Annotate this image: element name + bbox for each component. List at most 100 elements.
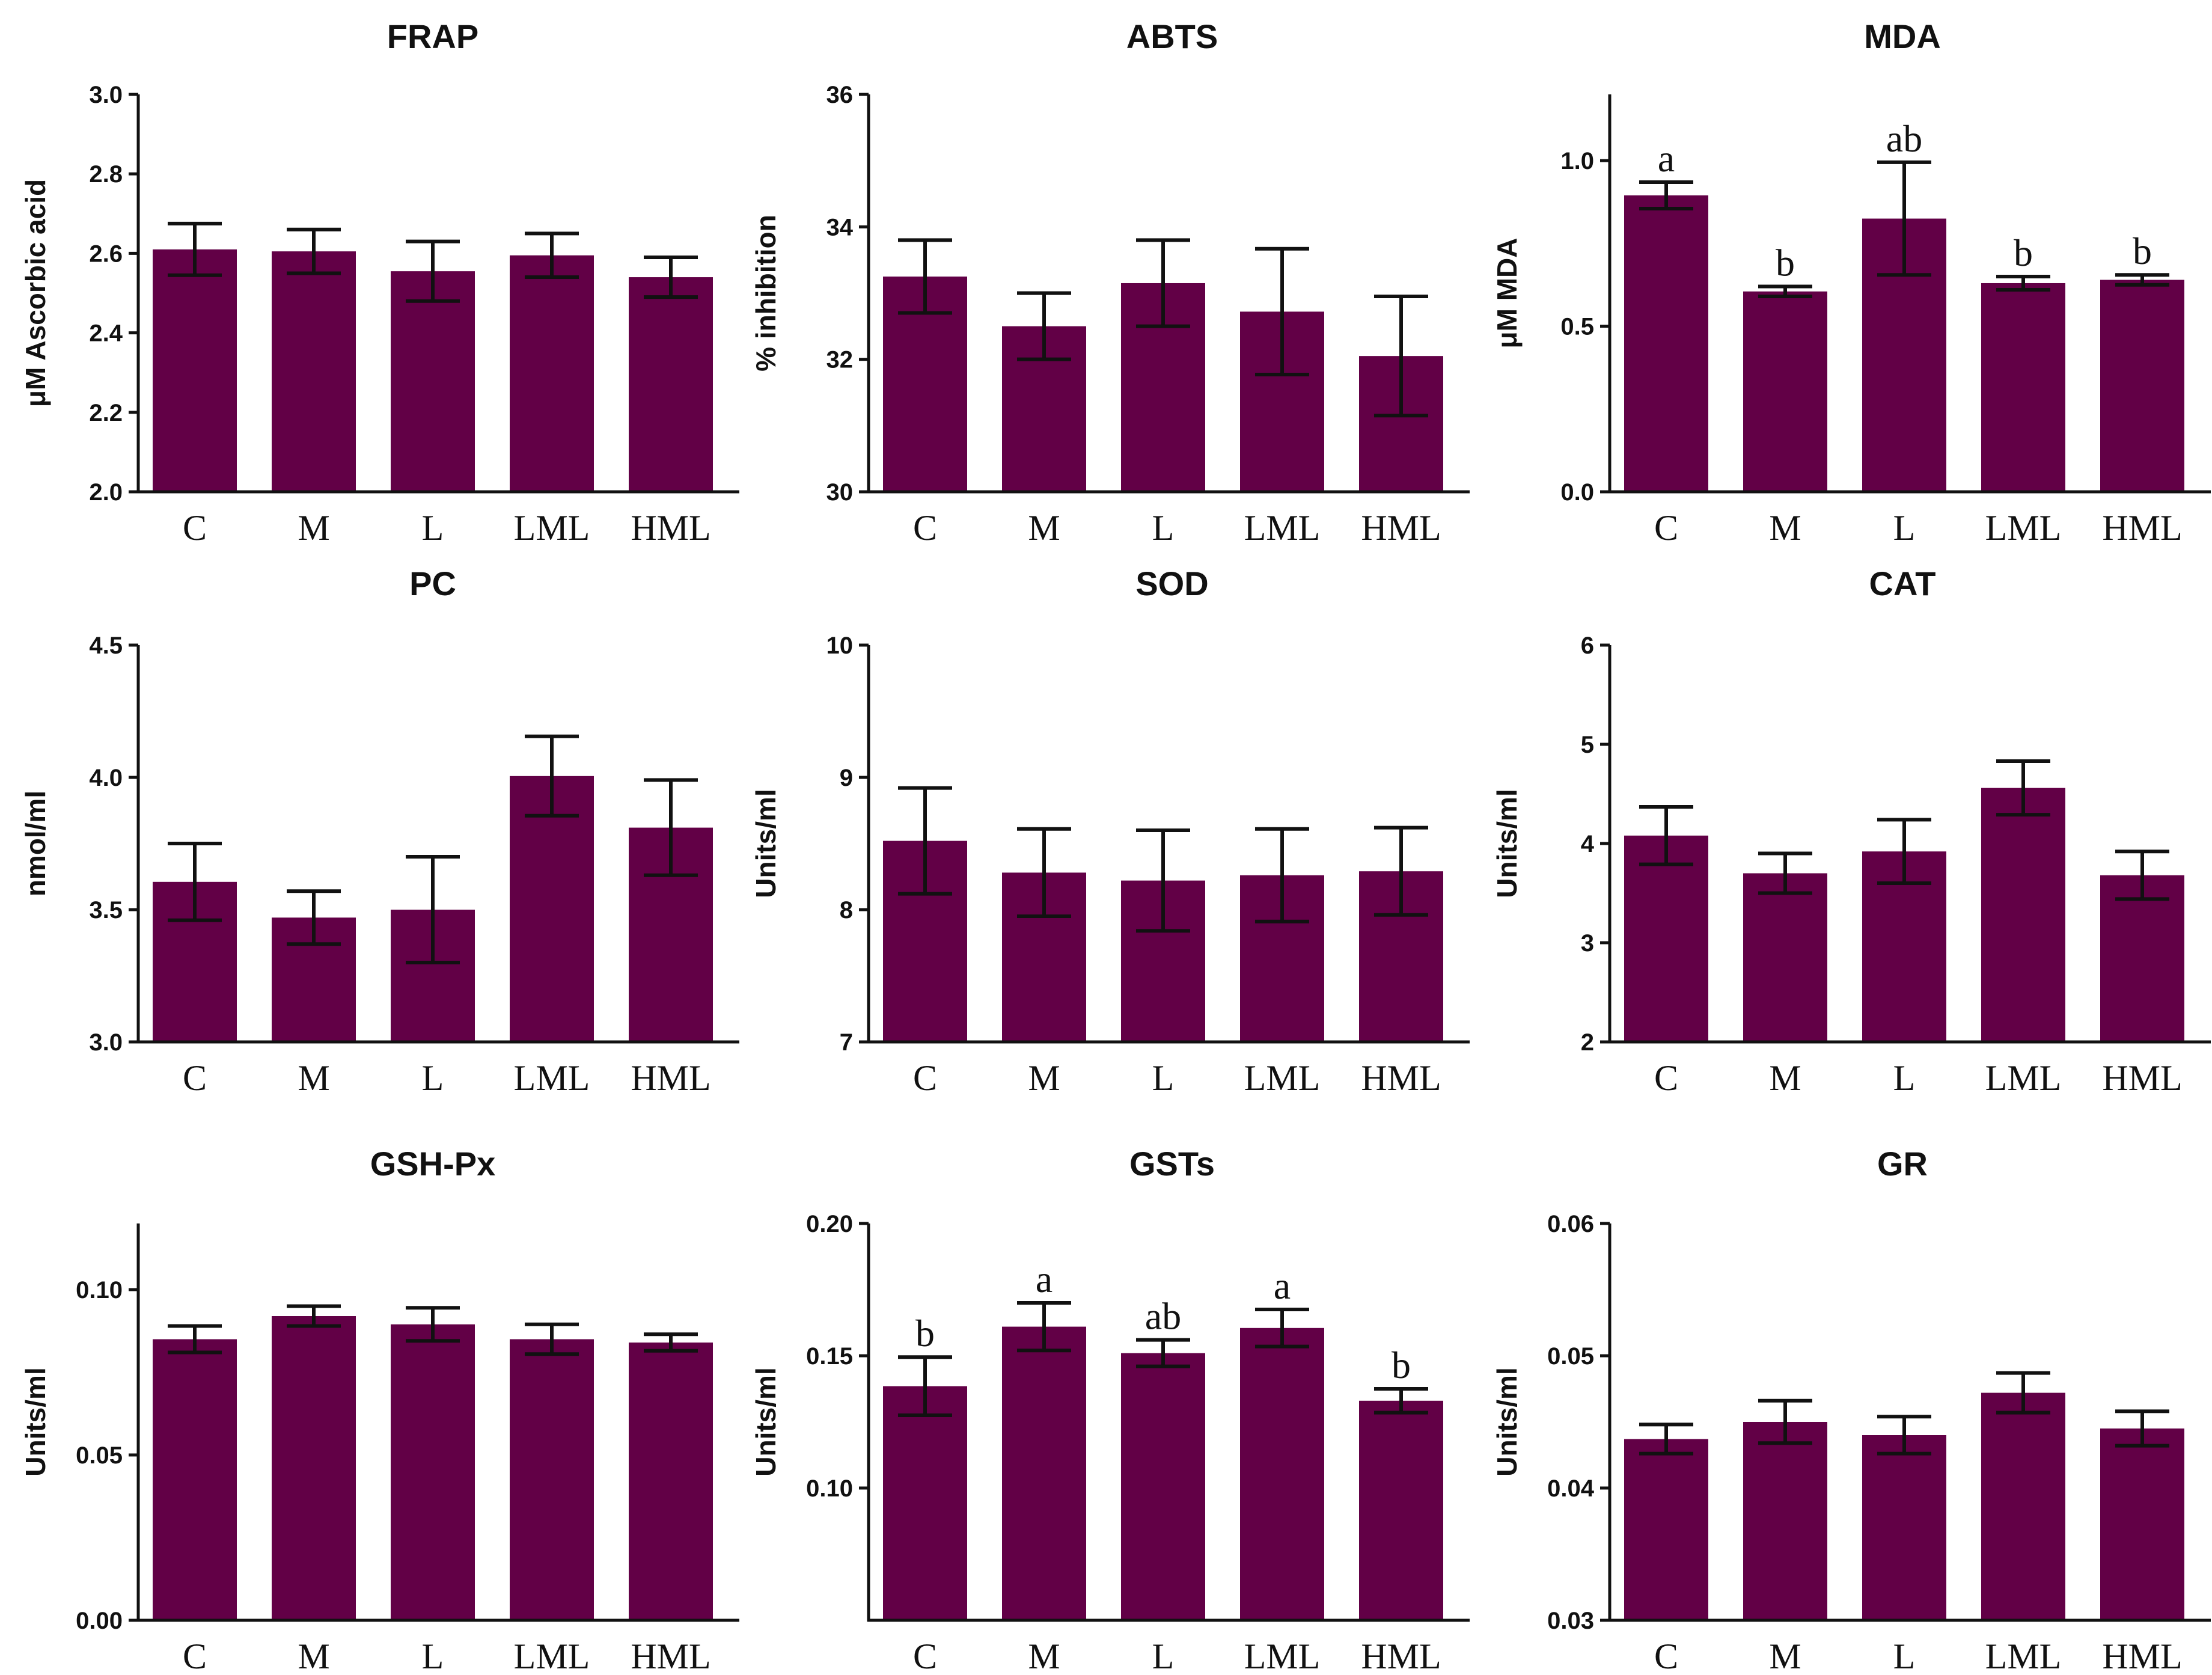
x-tick-label: L: [1152, 1637, 1175, 1675]
bar-hml: [2100, 1428, 2184, 1620]
x-tick-label: LML: [1985, 1637, 2062, 1675]
x-tick-label: M: [1028, 1058, 1060, 1098]
bar-c: [1624, 195, 1708, 492]
error-bar: [287, 1304, 341, 1328]
y-tick-label: 4.5: [89, 632, 123, 659]
x-tick-label: M: [298, 508, 329, 548]
y-tick-label: 10: [826, 632, 854, 659]
error-bar: [1639, 804, 1693, 866]
error-bar: [406, 239, 460, 303]
y-tick-label: 2.6: [89, 240, 123, 267]
bar-hml: [2100, 280, 2184, 492]
panel-frap: FRAP μM Ascorbic acid C M L LML HML 2.0 2.2 2.4 2.…: [20, 17, 739, 548]
significance-letter: b: [1392, 1344, 1411, 1386]
error-bar: [1255, 827, 1309, 923]
x-tick-label: HML: [1361, 1058, 1441, 1098]
bar-hml: [1359, 1400, 1443, 1620]
error-bar: [525, 1322, 579, 1356]
y-axis-label: Units/ml: [750, 1367, 781, 1476]
x-tick-label: L: [1893, 1058, 1916, 1098]
chart-title: ABTS: [1126, 17, 1218, 55]
panel-gsts: GSTs Units/ml b Ca Mab La LML b HML 0.10 0.15 0.20: [750, 1145, 1470, 1675]
x-tick-label: HML: [2102, 508, 2182, 548]
y-tick-label: 1.0: [1560, 148, 1594, 174]
y-axis-label: Units/ml: [1491, 789, 1523, 898]
bar-m: [272, 1316, 356, 1620]
y-tick-label: 2.4: [89, 320, 123, 347]
x-tick-label: L: [1152, 1058, 1175, 1098]
x-tick-label: HML: [631, 1058, 710, 1098]
error-bar: [1374, 295, 1428, 418]
error-bar: [168, 842, 222, 922]
error-bar: [525, 734, 579, 818]
error-bar: [1136, 238, 1190, 328]
y-axis-label: Units/ml: [1491, 1367, 1523, 1476]
y-tick-label: 3.5: [89, 897, 123, 923]
bar-c: [883, 1386, 967, 1620]
bar-l: [1121, 1353, 1205, 1620]
y-tick-label: 0.10: [76, 1277, 123, 1303]
chart-title: MDA: [1864, 17, 1941, 55]
error-bar: [644, 1332, 698, 1353]
x-tick-label: LML: [1244, 1637, 1321, 1675]
panel-mda: MDA μM MDA a Cb Mab Lb LML b HML 0.0 0.5 1.0: [1491, 17, 2211, 548]
x-tick-label: HML: [1361, 508, 1441, 548]
error-bar: [1877, 160, 1931, 277]
y-tick-label: 34: [826, 214, 854, 240]
bar-hml: [629, 277, 713, 492]
y-tick-label: 0.05: [76, 1442, 123, 1469]
error-bar: [1017, 291, 1071, 361]
bar-c: [153, 249, 237, 492]
bar-m: [272, 251, 356, 492]
x-tick-label: M: [1028, 1637, 1060, 1675]
bar-lml: [1981, 1392, 2065, 1620]
x-tick-label: C: [913, 508, 937, 548]
y-tick-label: 2: [1581, 1029, 1594, 1056]
error-bar: [1017, 827, 1071, 918]
significance-letter: a: [1274, 1264, 1291, 1307]
error-bar: [1255, 247, 1309, 377]
x-tick-label: LML: [1985, 1058, 2062, 1098]
error-bar: [406, 1306, 460, 1343]
error-bar: [1136, 828, 1190, 933]
bar-lml: [510, 1339, 594, 1620]
x-tick-label: C: [1654, 1637, 1678, 1675]
x-tick-label: C: [1654, 508, 1678, 548]
x-tick-label: M: [1769, 1058, 1801, 1098]
x-tick-label: LML: [1244, 508, 1321, 548]
y-tick-label: 36: [826, 82, 854, 108]
y-axis-label: Units/ml: [20, 1367, 51, 1476]
bar-m: [1002, 1326, 1086, 1620]
error-bar: [168, 221, 222, 277]
bar-lml: [510, 776, 594, 1042]
y-tick-label: 0.5: [1560, 314, 1594, 340]
bar-l: [391, 1324, 475, 1620]
x-tick-label: LML: [514, 1058, 590, 1098]
significance-letter: b: [2133, 230, 2152, 272]
x-tick-label: M: [298, 1637, 329, 1675]
y-tick-label: 9: [840, 765, 853, 791]
error-bar: [898, 238, 952, 315]
error-bar: [644, 778, 698, 877]
x-tick-label: L: [422, 508, 444, 548]
chart-title: SOD: [1135, 565, 1208, 602]
significance-letter: ab: [1145, 1295, 1181, 1338]
y-tick-label: 3.0: [89, 82, 123, 108]
panel-gr: GR Units/ml C M L LML HML 0.03 0.04 0.05 0.06: [1491, 1145, 2211, 1675]
y-tick-label: 8: [840, 897, 853, 923]
x-tick-label: HML: [631, 1637, 710, 1675]
y-tick-label: 0.15: [806, 1343, 853, 1370]
y-axis-label: μM Ascorbic acid: [20, 179, 51, 407]
x-tick-label: L: [1893, 508, 1916, 548]
chart-title: GSTs: [1129, 1145, 1215, 1183]
error-bar: [1758, 284, 1812, 299]
error-bar: [2115, 1409, 2169, 1448]
y-tick-label: 0.03: [1547, 1608, 1594, 1634]
error-bar: [1136, 1338, 1190, 1368]
x-tick-label: HML: [2102, 1637, 2182, 1675]
x-tick-label: L: [1152, 508, 1175, 548]
bar-hml: [629, 1343, 713, 1620]
x-tick-label: L: [422, 1637, 444, 1675]
error-bar: [2115, 850, 2169, 901]
x-tick-label: M: [1769, 508, 1801, 548]
